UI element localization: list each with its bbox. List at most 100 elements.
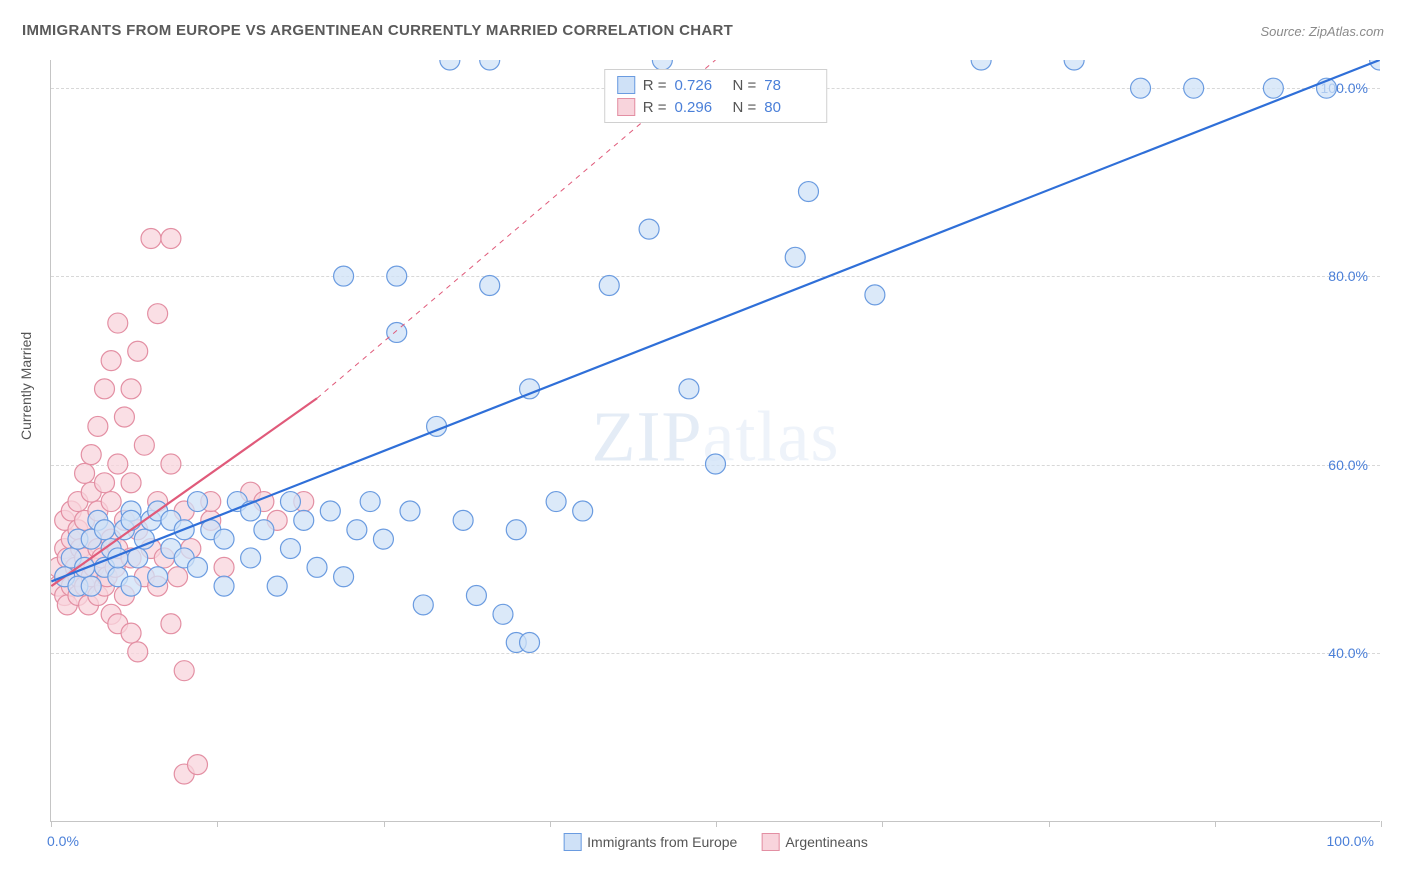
blue-point [214, 576, 234, 596]
pink-point [174, 661, 194, 681]
pink-point [161, 229, 181, 249]
r-value: 0.726 [675, 77, 725, 94]
blue-point [214, 529, 234, 549]
pink-point [134, 435, 154, 455]
blue-point [387, 266, 407, 286]
r-value: 0.296 [675, 99, 725, 116]
blue-point [121, 576, 141, 596]
blue-point [334, 266, 354, 286]
blue-point [466, 586, 486, 606]
legend-label: Argentineans [785, 834, 868, 850]
blue-point [320, 501, 340, 521]
blue-point [400, 501, 420, 521]
x-tick [1381, 821, 1382, 827]
pink-point [88, 416, 108, 436]
blue-point [334, 567, 354, 587]
pink-point [121, 473, 141, 493]
blue-point [81, 576, 101, 596]
x-max-label: 100.0% [1327, 833, 1374, 849]
blue-point [679, 379, 699, 399]
blue-point [440, 60, 460, 70]
blue-point [373, 529, 393, 549]
blue-point [706, 454, 726, 474]
blue-point [493, 604, 513, 624]
x-tick [1049, 821, 1050, 827]
blue-point [1263, 78, 1283, 98]
plot-area: ZIPatlas 40.0%60.0%80.0%100.0% 0.0% 100.… [50, 60, 1380, 822]
blue-trend [51, 60, 1379, 581]
y-axis-title: Currently Married [18, 332, 34, 440]
blue-point [639, 219, 659, 239]
blue-point [480, 275, 500, 295]
blue-point [187, 557, 207, 577]
pink-point [214, 557, 234, 577]
pink-point [75, 463, 95, 483]
blue-point [1131, 78, 1151, 98]
legend-series-item: Immigrants from Europe [563, 833, 737, 851]
legend-stats-row: R =0.726N =78 [617, 74, 815, 96]
x-min-label: 0.0% [47, 833, 79, 849]
x-tick [550, 821, 551, 827]
blue-point [520, 633, 540, 653]
blue-point [121, 510, 141, 530]
x-tick [716, 821, 717, 827]
pink-point [108, 313, 128, 333]
blue-point [573, 501, 593, 521]
blue-point [280, 539, 300, 559]
blue-point [347, 520, 367, 540]
blue-point [865, 285, 885, 305]
legend-stats-row: R = 0.296 N = 80 [617, 96, 815, 118]
pink-point [128, 642, 148, 662]
n-value: 80 [764, 99, 814, 116]
x-tick [1215, 821, 1216, 827]
legend-swatch [563, 833, 581, 851]
pink-point [95, 473, 115, 493]
blue-point [134, 529, 154, 549]
x-tick [882, 821, 883, 827]
blue-point [506, 520, 526, 540]
blue-point [387, 322, 407, 342]
x-tick [384, 821, 385, 827]
pink-point [168, 567, 188, 587]
r-label: R = [643, 99, 667, 116]
blue-point [1184, 78, 1204, 98]
pink-point [108, 454, 128, 474]
pink-point [95, 379, 115, 399]
blue-point [241, 548, 261, 568]
legend-series-item: Argentineans [761, 833, 868, 851]
x-tick [51, 821, 52, 827]
blue-point [95, 520, 115, 540]
blue-point [267, 576, 287, 596]
blue-point [360, 492, 380, 512]
pink-point [101, 492, 121, 512]
blue-point [599, 275, 619, 295]
legend-swatch [617, 98, 635, 116]
blue-point [480, 60, 500, 70]
blue-point [1064, 60, 1084, 70]
pink-point [128, 341, 148, 361]
n-label: N = [733, 99, 757, 116]
pink-point [114, 407, 134, 427]
chart-svg [51, 60, 1380, 821]
blue-point [187, 492, 207, 512]
x-tick [217, 821, 218, 827]
blue-point [148, 567, 168, 587]
pink-point [148, 304, 168, 324]
n-value: 78 [764, 77, 814, 94]
pink-point [161, 454, 181, 474]
blue-point [254, 520, 274, 540]
pink-point [121, 379, 141, 399]
blue-point [280, 492, 300, 512]
blue-point [294, 510, 314, 530]
legend-stats: R = 0.726 N = 78 R = 0.296 N = 80 [604, 69, 828, 123]
blue-point [971, 60, 991, 70]
blue-point [798, 182, 818, 202]
pink-point [121, 623, 141, 643]
pink-point [161, 614, 181, 634]
r-label: R = [643, 77, 667, 94]
blue-point [413, 595, 433, 615]
pink-point [101, 351, 121, 371]
legend-swatch [761, 833, 779, 851]
legend-swatch [617, 76, 635, 94]
blue-point [453, 510, 473, 530]
